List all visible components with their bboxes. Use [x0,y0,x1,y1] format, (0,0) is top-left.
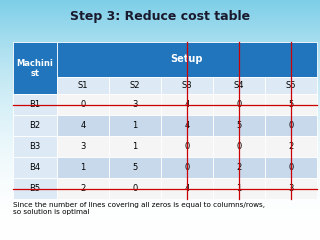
Text: 0: 0 [184,142,189,151]
Bar [57,157,109,178]
Text: Step 3: Reduce cost table: Step 3: Reduce cost table [70,10,250,23]
Text: 3: 3 [132,100,138,109]
Text: 5: 5 [132,163,138,172]
Bar [213,157,265,178]
Text: Setup: Setup [171,54,203,65]
Bar [57,178,109,199]
Bar [13,115,57,136]
Text: 0: 0 [80,100,85,109]
Bar [13,178,57,199]
Bar [265,178,317,199]
Text: 2: 2 [236,163,242,172]
Text: 4: 4 [184,100,189,109]
Text: 0: 0 [132,184,138,193]
Bar [161,94,213,115]
Bar [57,42,317,77]
Bar [13,94,57,115]
Text: 3: 3 [80,142,85,151]
Bar [265,157,317,178]
Bar [265,94,317,115]
Bar [109,77,161,94]
Text: 0: 0 [288,121,293,130]
Text: 1: 1 [132,121,138,130]
Text: Since the number of lines covering all zeros is equal to columns/rows,
so soluti: Since the number of lines covering all z… [13,202,265,215]
Text: S4: S4 [234,81,244,90]
Bar [57,136,109,157]
Bar [13,157,57,178]
Bar [57,94,109,115]
Bar [57,77,109,94]
Text: 1: 1 [80,163,85,172]
Text: 5: 5 [288,100,293,109]
Text: S3: S3 [181,81,192,90]
Text: B2: B2 [29,121,40,130]
Bar [213,77,265,94]
Text: 1: 1 [132,142,138,151]
Bar [109,178,161,199]
Text: 0: 0 [236,100,242,109]
Bar [161,115,213,136]
Bar [109,115,161,136]
Text: B5: B5 [29,184,40,193]
Bar [109,157,161,178]
Bar [265,77,317,94]
Text: 0: 0 [184,163,189,172]
Text: B4: B4 [29,163,40,172]
Text: B3: B3 [29,142,40,151]
Text: 4: 4 [184,121,189,130]
Bar [265,136,317,157]
Text: 0: 0 [236,142,242,151]
Bar [161,178,213,199]
Text: S5: S5 [285,81,296,90]
Bar [213,115,265,136]
Bar [109,94,161,115]
Text: Machini
st: Machini st [16,59,53,78]
Text: 4: 4 [80,121,85,130]
Bar [161,157,213,178]
Bar [265,115,317,136]
Bar [161,77,213,94]
Text: B1: B1 [29,100,40,109]
Text: 5: 5 [236,121,242,130]
Text: 1: 1 [236,184,242,193]
Bar [109,136,161,157]
Text: 0: 0 [288,163,293,172]
Bar [161,136,213,157]
Bar [213,94,265,115]
Text: 2: 2 [288,142,293,151]
Bar [57,115,109,136]
Text: 2: 2 [80,184,85,193]
Bar [13,42,57,94]
Text: S2: S2 [130,81,140,90]
Text: 4: 4 [184,184,189,193]
Bar [213,178,265,199]
Text: S1: S1 [78,81,88,90]
Bar [213,136,265,157]
Text: 3: 3 [288,184,293,193]
Bar [13,136,57,157]
